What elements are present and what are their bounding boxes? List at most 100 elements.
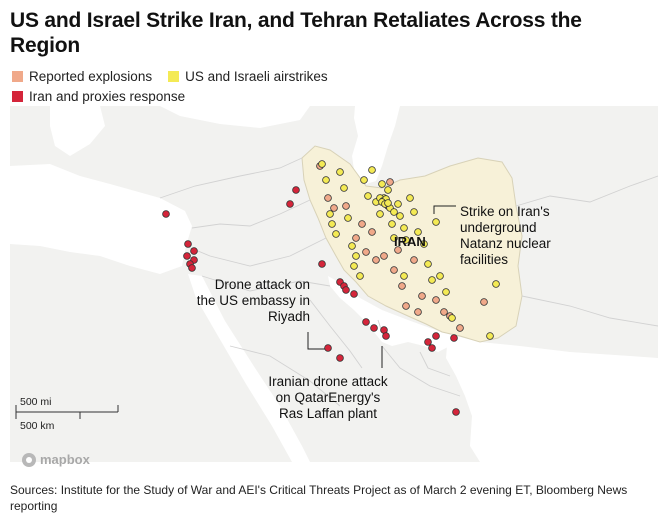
explosion-marker — [362, 248, 370, 256]
response-marker — [350, 290, 358, 298]
airstrike-marker — [406, 194, 414, 202]
explosion-marker — [398, 282, 406, 290]
mapbox-logo-icon — [22, 452, 36, 467]
explosion-marker — [440, 308, 448, 316]
map-canvas — [10, 106, 658, 462]
airstrike-marker — [368, 166, 376, 174]
airstrike-marker — [420, 240, 428, 248]
response-marker — [324, 344, 332, 352]
mapbox-wordmark: mapbox — [40, 452, 90, 467]
airstrike-marker — [348, 242, 356, 250]
response-marker — [318, 260, 326, 268]
airstrike-marker — [388, 220, 396, 228]
explosion-marker — [380, 252, 388, 260]
legend-swatch-explosions — [12, 70, 23, 82]
caspian-sea — [352, 106, 400, 184]
riyadh-line-2: the US embassy in — [196, 293, 310, 308]
legend: Reported explosions US and Israeli airst… — [12, 66, 344, 106]
explosion-marker — [352, 234, 360, 242]
source-note: Sources: Institute for the Study of War … — [10, 483, 628, 513]
airstrike-marker — [442, 288, 450, 296]
natanz-line-1: Strike on Iran's — [460, 204, 550, 219]
ras-laffan-line-1: Iranian drone attack — [268, 374, 388, 389]
riyadh-annotation: Drone attack on the US embassy in Riyadh — [170, 277, 310, 325]
event-markers — [162, 160, 500, 416]
response-marker — [336, 354, 344, 362]
airstrike-marker — [384, 186, 392, 194]
explosion-marker — [330, 204, 338, 212]
airstrike-marker — [400, 272, 408, 280]
airstrike-marker — [390, 208, 398, 216]
natanz-line-4: facilities — [460, 252, 509, 267]
aegean-sea — [50, 106, 105, 156]
airstrike-marker — [332, 230, 340, 238]
response-marker — [428, 344, 436, 352]
natanz-line-3: Natanz nuclear — [460, 236, 551, 251]
airstrike-marker — [384, 199, 392, 207]
response-marker — [452, 408, 460, 416]
leader-lines — [307, 205, 456, 368]
airstrike-marker — [410, 208, 418, 216]
airstrike-marker — [492, 280, 500, 288]
response-marker — [184, 240, 192, 248]
airstrike-marker — [340, 184, 348, 192]
response-marker — [370, 324, 378, 332]
mapbox-attribution[interactable]: mapbox — [22, 452, 90, 467]
airstrike-marker — [486, 332, 494, 340]
response-marker — [432, 332, 440, 340]
iran-country-label: IRAN — [394, 234, 426, 249]
legend-swatch-airstrikes — [168, 70, 180, 82]
airstrike-marker — [352, 252, 360, 260]
explosion-marker — [390, 266, 398, 274]
legend-label-airstrikes: US and Israeli airstrikes — [185, 68, 328, 84]
natanz-annotation: Strike on Iran's underground Natanz nucl… — [460, 204, 551, 268]
airstrike-marker — [344, 214, 352, 222]
explosion-marker — [480, 298, 488, 306]
airstrike-marker — [390, 234, 398, 242]
ras-laffan-line-2: on QatarEnergy's — [275, 390, 381, 405]
explosion-marker — [342, 202, 350, 210]
airstrike-marker — [364, 192, 372, 200]
airstrike-marker — [376, 210, 384, 218]
airstrike-marker — [394, 200, 402, 208]
explosion-marker — [410, 256, 418, 264]
airstrike-marker — [350, 262, 358, 270]
airstrike-marker — [318, 160, 326, 168]
riyadh-line-3: Riyadh — [267, 309, 310, 324]
explosion-marker — [414, 308, 422, 316]
explosion-marker — [368, 228, 376, 236]
response-marker — [362, 318, 370, 326]
airstrike-marker — [396, 212, 404, 220]
airstrike-marker — [424, 260, 432, 268]
airstrike-marker — [336, 168, 344, 176]
airstrike-marker — [322, 176, 330, 184]
explosion-marker — [394, 246, 402, 254]
airstrike-marker — [328, 220, 336, 228]
airstrike-marker — [400, 224, 408, 232]
airstrike-marker — [432, 218, 440, 226]
response-marker — [450, 334, 458, 342]
gulf-of-oman — [446, 334, 658, 462]
scale-mi-label: 500 mi — [20, 396, 52, 408]
riyadh-line-1: Drone attack on — [214, 277, 310, 292]
iran-shape — [301, 145, 523, 343]
response-marker — [382, 332, 390, 340]
explosion-marker — [372, 256, 380, 264]
mediterranean-sea — [10, 164, 192, 274]
response-marker — [183, 252, 191, 260]
legend-item-airstrikes: US and Israeli airstrikes — [168, 69, 328, 84]
legend-label-response: Iran and proxies response — [29, 88, 186, 104]
airstrike-marker — [436, 272, 444, 280]
map-panel[interactable]: IRAN Strike on Iran's underground Natanz… — [10, 106, 658, 462]
ras-laffan-annotation: Iranian drone attack on QatarEnergy's Ra… — [248, 374, 408, 422]
scale-km-label: 500 km — [20, 420, 55, 432]
airstrike-marker — [378, 180, 386, 188]
explosion-marker — [358, 220, 366, 228]
airstrike-marker — [326, 210, 334, 218]
airstrike-marker — [360, 176, 368, 184]
explosion-marker — [402, 302, 410, 310]
explosion-marker — [324, 194, 332, 202]
explosion-marker — [432, 296, 440, 304]
response-marker — [162, 210, 170, 218]
ras-laffan-line-3: Ras Laffan plant — [278, 406, 378, 421]
